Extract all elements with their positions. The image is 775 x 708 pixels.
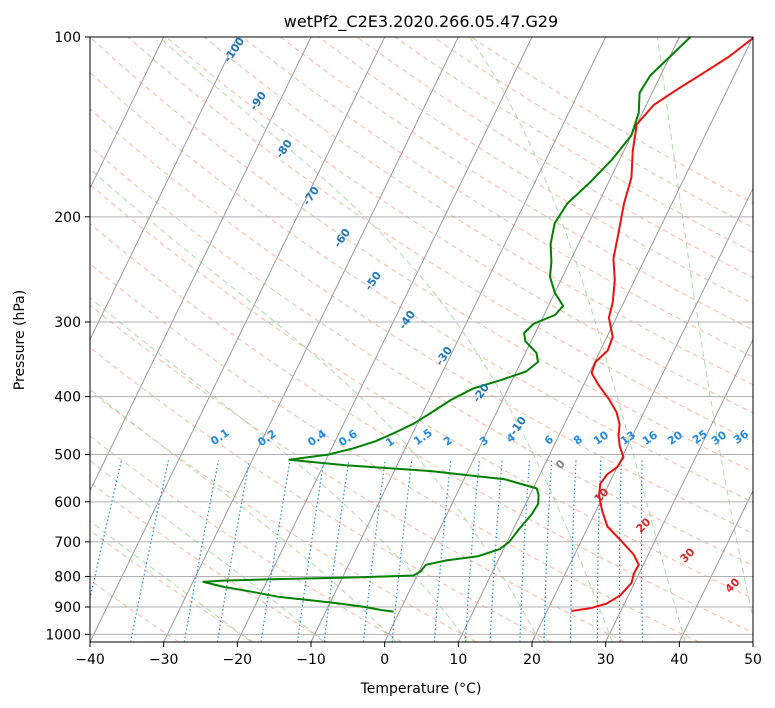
x-tick-label: 0 [380, 652, 389, 668]
dry-adiabat-line [242, 37, 753, 358]
horizontal-grid [90, 37, 753, 635]
y-tick-label: 100 [54, 30, 81, 46]
isotherm-line [90, 37, 386, 642]
dry-adiabat-line [90, 183, 753, 600]
dry-adiabat-line [432, 37, 753, 229]
dry-adiabat-line [90, 390, 477, 642]
dry-adiabat-line [90, 71, 753, 503]
dry-adiabat-line [90, 223, 753, 634]
mixing-ratio-line [296, 460, 325, 642]
x-tick-label: 40 [670, 652, 688, 668]
moist-adiabat-line [90, 297, 469, 642]
moist-adiabat-line [90, 168, 541, 642]
mixing-ratio-line [130, 460, 169, 642]
isotherm-line [605, 338, 753, 642]
x-tick-label: 50 [744, 652, 762, 668]
dry-adiabat-line [90, 108, 753, 534]
isotherm-line [236, 37, 533, 642]
x-tick-label: −10 [296, 652, 326, 668]
chart-title: wetPf2_C2E3.2020.266.05.47.G29 [284, 12, 558, 32]
isotherm-line [457, 37, 753, 642]
y-tick-label: 300 [54, 315, 81, 331]
moist-adiabat-line [469, 37, 686, 642]
y-tick-label: 700 [54, 535, 81, 551]
moist-adiabat-line [90, 459, 325, 642]
x-axis: −40 −30 −20 −10 0 10 20 30 40 50 [75, 642, 762, 668]
x-axis-title: Temperature (°C) [360, 681, 482, 697]
dry-adiabat-line [90, 263, 700, 642]
isotherm-line [90, 37, 312, 492]
mixing-ratio-line [90, 460, 122, 602]
isotherm-line [90, 37, 238, 341]
mixing-ratio-line [323, 460, 350, 642]
x-tick-label: −30 [149, 652, 179, 668]
y-tick-label: 900 [54, 600, 81, 616]
moist-adiabat-line [90, 388, 397, 642]
y-tick-label: 600 [54, 495, 81, 511]
y-tick-label: 1000 [45, 627, 81, 643]
dry-adiabat-line [280, 37, 753, 331]
moist-adiabat-line [90, 520, 252, 642]
isotherm-line [310, 37, 607, 642]
dry-adiabat-line [90, 435, 402, 642]
isotherm-line [90, 37, 165, 190]
mixing-ratio-line [260, 460, 291, 642]
background-lines [90, 37, 753, 642]
moist-adiabat-line [656, 37, 753, 621]
y-tick-label: 400 [54, 390, 81, 406]
dewpoint-profile-line [202, 37, 692, 613]
y-axis: 100 200 300 400 500 600 700 800 900 1000 [45, 30, 90, 643]
isotherm-line [531, 187, 753, 642]
moist-adiabat-line [158, 37, 613, 642]
x-tick-label: −40 [75, 652, 105, 668]
x-tick-label: 20 [523, 652, 541, 668]
dry-adiabat-line [90, 145, 753, 567]
y-tick-label: 200 [54, 210, 81, 226]
mixing-ratio-line [362, 460, 386, 642]
mixing-ratio-line [216, 460, 250, 642]
dry-adiabat-line [204, 37, 753, 386]
plot-frame [89, 36, 754, 643]
isotherm-line [678, 489, 753, 642]
isotherm-line [163, 37, 459, 642]
y-tick-label: 800 [54, 569, 81, 585]
profile-lines [202, 37, 753, 613]
temperature-profile-line [571, 37, 753, 612]
dry-adiabat-line [90, 304, 625, 642]
x-tick-label: 10 [449, 652, 467, 668]
y-axis-title: Pressure (hPa) [12, 290, 28, 390]
x-tick-label: −20 [223, 652, 253, 668]
y-tick-label: 500 [54, 448, 81, 464]
x-tick-label: 30 [597, 652, 615, 668]
mixing-ratio-line [391, 460, 413, 642]
dry-adiabat-line [318, 37, 753, 305]
mixing-ratio-line [183, 460, 220, 642]
